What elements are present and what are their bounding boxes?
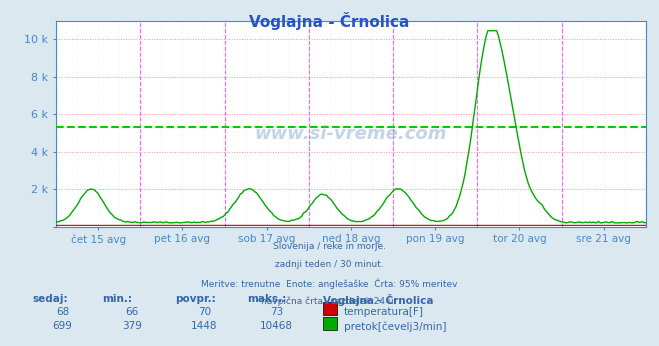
Text: Voglajna - Črnolica: Voglajna - Črnolica — [323, 294, 434, 306]
Text: zadnji teden / 30 minut.: zadnji teden / 30 minut. — [275, 260, 384, 269]
Text: sedaj:: sedaj: — [33, 294, 69, 304]
Text: pretok[čevelj3/min]: pretok[čevelj3/min] — [344, 321, 447, 331]
Text: 68: 68 — [56, 307, 69, 317]
Text: Slovenija / reke in morje.: Slovenija / reke in morje. — [273, 242, 386, 251]
Text: Meritve: trenutne  Enote: anglešaške  Črta: 95% meritev: Meritve: trenutne Enote: anglešaške Črta… — [201, 278, 458, 289]
Text: navpična črta - razdelek 24 ur: navpična črta - razdelek 24 ur — [262, 296, 397, 306]
Text: 70: 70 — [198, 307, 211, 317]
Text: povpr.:: povpr.: — [175, 294, 215, 304]
Text: temperatura[F]: temperatura[F] — [344, 307, 424, 317]
Text: min.:: min.: — [102, 294, 132, 304]
Text: 699: 699 — [53, 321, 72, 331]
Text: www.si-vreme.com: www.si-vreme.com — [254, 125, 447, 143]
Text: maks.:: maks.: — [247, 294, 287, 304]
Text: 73: 73 — [270, 307, 283, 317]
Text: Voglajna - Črnolica: Voglajna - Črnolica — [249, 12, 410, 30]
Text: 1448: 1448 — [191, 321, 217, 331]
Text: 379: 379 — [122, 321, 142, 331]
Text: 10468: 10468 — [260, 321, 293, 331]
Text: 66: 66 — [125, 307, 138, 317]
